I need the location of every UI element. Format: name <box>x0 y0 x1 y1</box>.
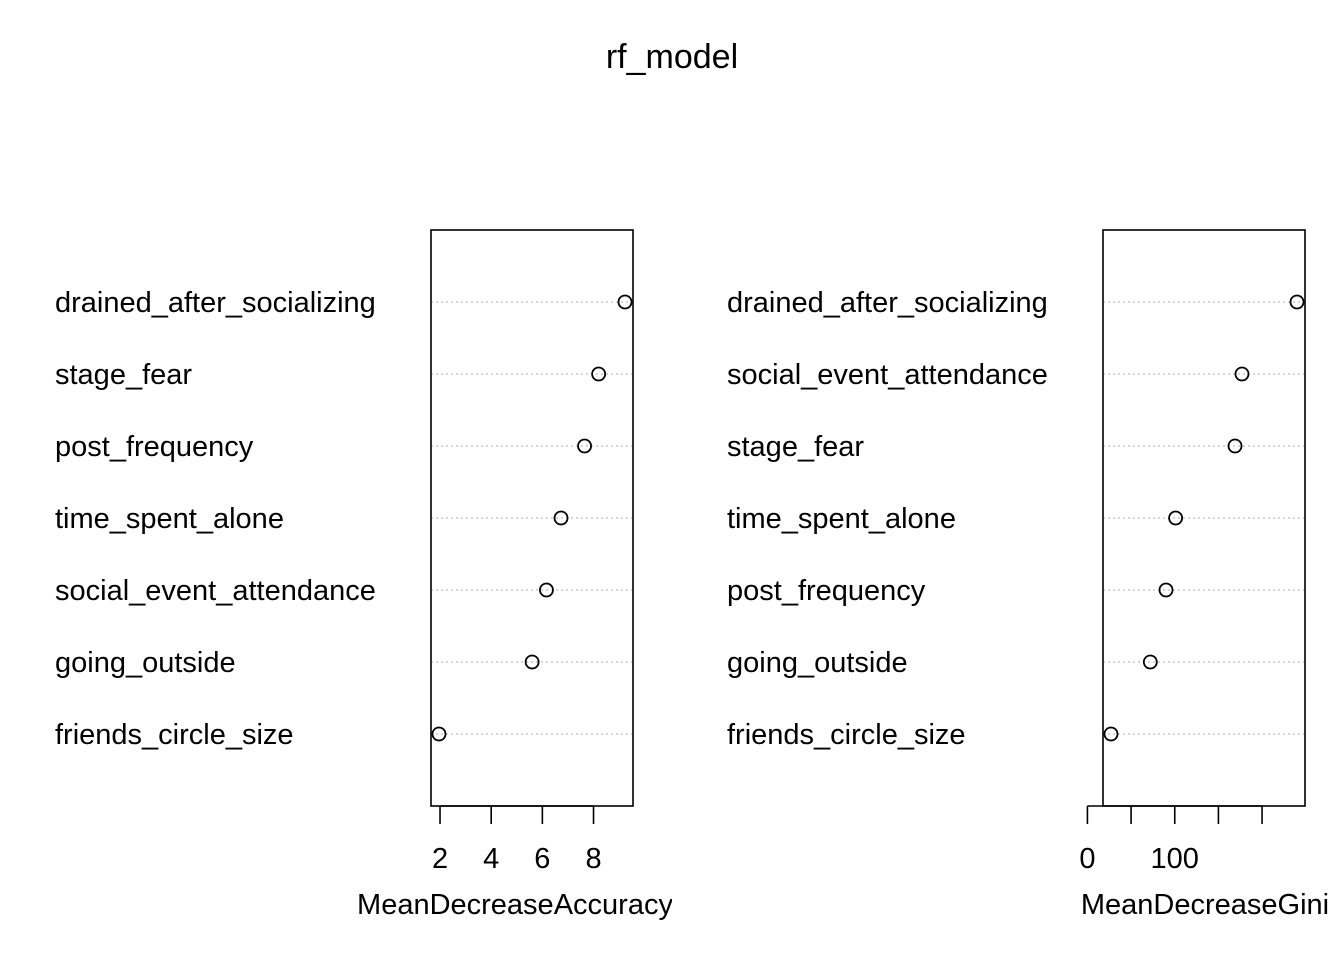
panel-2: drained_after_socializing social_event_at… <box>727 229 1329 921</box>
x-tick-label: 8 <box>585 843 601 875</box>
x-tick-label: 0 <box>1079 843 1095 875</box>
data-point <box>1289 294 1305 310</box>
category-label: post_frequency <box>727 575 926 607</box>
data-point <box>577 438 592 454</box>
category-label: social_event_attendance <box>727 359 1048 391</box>
category-label: stage_fear <box>55 359 192 391</box>
category-label: drained_after_socializing <box>55 287 376 319</box>
chart-panels: drained_after_socializing stage_fear post_… <box>55 229 1329 921</box>
panel-1: drained_after_socializing stage_fear post_… <box>55 229 673 921</box>
data-point <box>553 510 569 526</box>
data-point <box>617 294 633 310</box>
x-tick-label: 4 <box>483 843 499 875</box>
x-axis-label: MeanDecreaseGini <box>1081 889 1329 921</box>
data-point <box>1158 582 1174 598</box>
category-label: time_spent_alone <box>55 503 284 535</box>
category-label: post_frequency <box>55 431 254 463</box>
data-point <box>1234 366 1250 382</box>
data-point <box>591 366 607 382</box>
category-label: friends_circle_size <box>727 719 966 751</box>
x-tick-label: 2 <box>432 843 448 875</box>
data-point <box>1168 510 1184 526</box>
category-label: friends_circle_size <box>55 719 294 751</box>
category-label: going_outside <box>55 647 236 679</box>
category-label: social_event_attendance <box>55 575 376 607</box>
x-axis-label: MeanDecreaseAccuracy <box>357 889 673 921</box>
x-tick-label: 100 <box>1151 843 1199 875</box>
data-point <box>1227 438 1243 454</box>
data-point <box>524 654 540 670</box>
x-tick-label: 6 <box>534 843 550 875</box>
data-point <box>1142 654 1158 670</box>
category-label: stage_fear <box>727 431 864 463</box>
category-label: drained_after_socializing <box>727 287 1048 319</box>
chart-title: rf_model <box>606 38 738 76</box>
data-point <box>1103 726 1119 742</box>
category-label: time_spent_alone <box>727 503 956 535</box>
category-label: going_outside <box>727 647 908 679</box>
data-point <box>431 726 447 742</box>
data-point <box>539 582 554 598</box>
